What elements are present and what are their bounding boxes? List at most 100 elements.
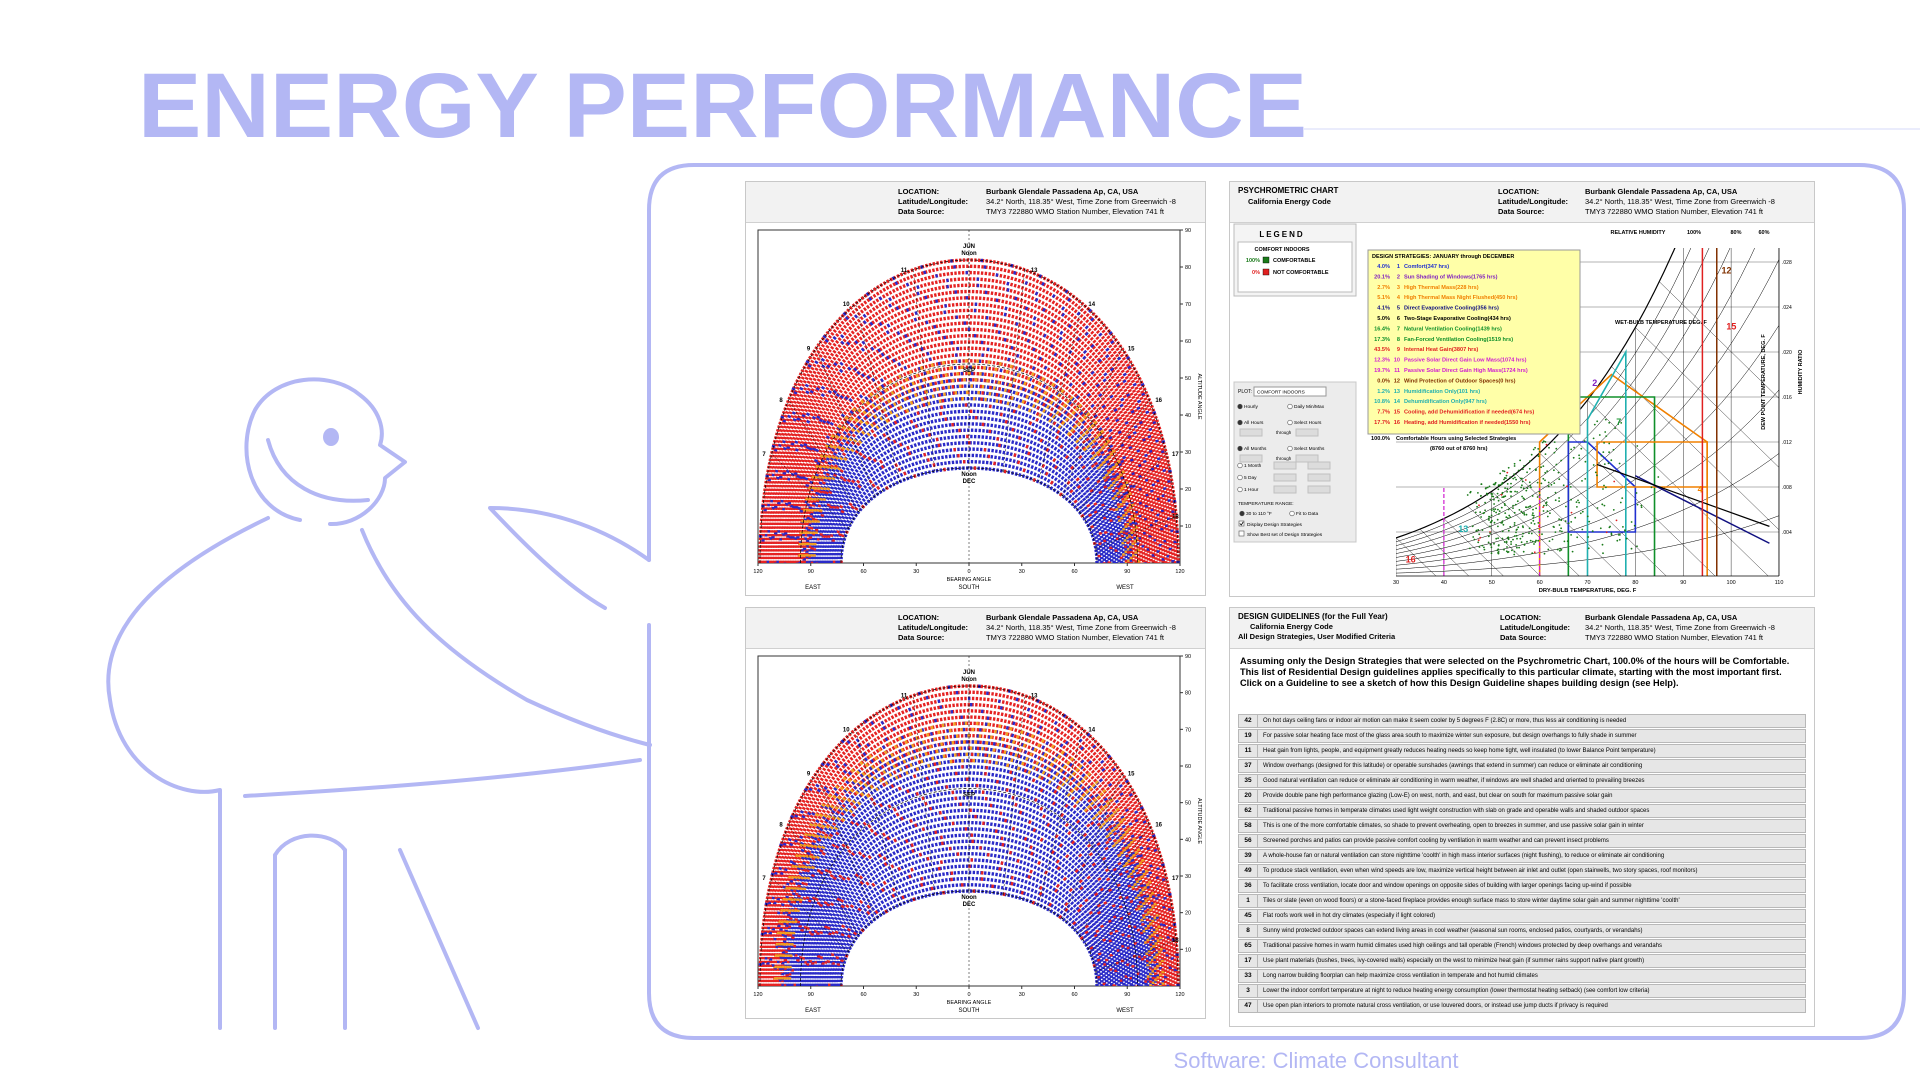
radio-button[interactable] (1239, 510, 1245, 517)
x-tick-label: 30 (1393, 580, 1399, 586)
guideline-row[interactable]: 45 Flat roofs work well in hot dry climat… (1238, 909, 1806, 923)
plot-dropdown[interactable] (1253, 386, 1327, 397)
hour-dot (1510, 543, 1512, 545)
radio-button[interactable] (1237, 462, 1243, 469)
hour-dot (1520, 541, 1523, 544)
hour-dot (1543, 504, 1545, 507)
hour-label: 11 (901, 268, 908, 274)
guideline-row[interactable]: 49 To produce stack ventilation, even whe… (1238, 864, 1806, 878)
hour-dot (1507, 466, 1510, 469)
psychrometric-chart: LEGEND COMFORT INDOORS 100% COMFORTABLE 0% NO… (1233, 223, 1810, 594)
wet-bulb-line (1443, 518, 1504, 576)
hour-dot (1526, 471, 1528, 474)
x-tick-label: 120 (753, 569, 762, 575)
sun-chart-panel: LOCATION: Burbank Glendale Passadena Ap, … (745, 181, 1206, 596)
guideline-row[interactable]: 42 On hot days ceiling fans or indoor air… (1238, 714, 1806, 728)
intro-line: This list of Residential Design guidelin… (1240, 667, 1782, 677)
hour-dot (1545, 501, 1548, 504)
hour-dot (1501, 537, 1504, 540)
hour-dot (1506, 487, 1509, 490)
hour-dot (1508, 514, 1511, 517)
hour-dot (1578, 454, 1580, 457)
guideline-row[interactable]: 65 Traditional passive homes in warm humi… (1238, 939, 1806, 953)
guideline-row[interactable]: 36 To facilitate cross ventilation, locat… (1238, 879, 1806, 893)
hour-line (855, 303, 900, 482)
location-label: Latitude/Longitude: (1500, 623, 1570, 632)
guideline-row[interactable]: 17 Use plant materials (bushes, trees, iv… (1238, 954, 1806, 968)
sun-path (760, 264, 1178, 563)
radio-button[interactable] (1287, 403, 1293, 410)
radio-button[interactable] (1237, 419, 1243, 426)
guideline-row[interactable]: 56 Screened porches and patios can provid… (1238, 834, 1806, 848)
guideline-row[interactable]: 3 Lower the indoor comfort temperature at… (1238, 984, 1806, 998)
sun-path (817, 409, 1121, 563)
zone-label: 7 (1616, 417, 1621, 427)
guideline-row[interactable]: 19 For passive solar heating face most of… (1238, 729, 1806, 743)
guideline-row[interactable]: 1 Tiles or slate (even on wood floors) or… (1238, 894, 1806, 908)
guideline-row[interactable]: 39 A whole-house fan or natural ventilati… (1238, 849, 1806, 863)
hour-dot (1553, 469, 1555, 472)
hour-dot (1532, 519, 1535, 522)
sun-path (768, 283, 1170, 563)
checkbox[interactable] (1238, 530, 1245, 537)
hour-dot (1522, 512, 1524, 514)
radio-button[interactable] (1237, 445, 1243, 452)
month-label: DEC (963, 902, 976, 908)
radio-button[interactable] (1237, 403, 1243, 410)
dew-point-label: DEW POINT TEMPERATURE, DEG. F (1761, 334, 1767, 430)
x-tick-label: 90 (1124, 569, 1130, 575)
radio-button[interactable] (1237, 474, 1243, 481)
guideline-row[interactable]: 62 Traditional passive homes in temperate… (1238, 804, 1806, 818)
hour-dot (1533, 523, 1536, 525)
guideline-text: For passive solar heating face most of t… (1263, 733, 1637, 739)
hour-dot (1469, 490, 1472, 493)
guideline-row[interactable]: 33 Long narrow building floorplan can hel… (1238, 969, 1806, 983)
hour-dot (1554, 499, 1557, 502)
strategy-num: 8 (1397, 337, 1400, 343)
strategy-text: Heating, add Humidification if needed(15… (1404, 420, 1531, 426)
panel-header: LOCATION: Burbank Glendale Passadena Ap, … (1230, 182, 1814, 223)
hour-dot (1492, 508, 1495, 510)
sun-path (836, 459, 1102, 563)
hour-dot (1477, 539, 1480, 542)
hour-dot (1530, 453, 1533, 456)
guideline-row[interactable]: 37 Window overhangs (designed for this la… (1238, 759, 1806, 773)
guideline-row[interactable]: 47 Use open plan interiors to promote nat… (1238, 999, 1806, 1013)
radio-button[interactable] (1287, 445, 1293, 452)
strategy-pct: 10.8% (1374, 399, 1390, 405)
radio-button[interactable] (1237, 486, 1243, 493)
strategy-text: Internal Heat Gain(3807 hrs) (1404, 347, 1478, 353)
guideline-row[interactable]: 8 Sunny wind protected outdoor spaces can… (1238, 924, 1806, 938)
y-axis-label: HUMIDITY RATIO (1798, 349, 1804, 394)
hour-dot (1475, 530, 1478, 532)
sun-path (773, 721, 1165, 986)
sun-path-mix (795, 353, 1143, 563)
checkbox[interactable] (1238, 520, 1245, 527)
hour-dot (1581, 528, 1584, 531)
hour-dot (1495, 537, 1498, 540)
disabled-input (1295, 454, 1319, 463)
strategy-text: Humidification Only(101 hrs) (1404, 389, 1480, 395)
sun-paths (758, 656, 1180, 986)
hour-dot (1527, 506, 1530, 508)
radio-button[interactable] (1287, 419, 1293, 426)
location-name: Burbank Glendale Passadena Ap, CA, USA (986, 613, 1139, 622)
sun-path (817, 833, 1121, 986)
hour-dot (1534, 446, 1536, 449)
hour-dot (1493, 503, 1495, 505)
hour-dot (1567, 522, 1570, 525)
guideline-row[interactable]: 11 Heat gain from lights, people, and equ… (1238, 744, 1806, 758)
hour-dot (1537, 448, 1540, 450)
radio-button[interactable] (1289, 510, 1295, 517)
hour-label: 15 (1128, 346, 1135, 352)
radio-label: Select Hours (1294, 420, 1322, 426)
hour-dot (1541, 441, 1544, 444)
hour-dot (1490, 520, 1493, 523)
guideline-row[interactable]: 20 Provide double pane high performance g… (1238, 789, 1806, 803)
strategy-zone (1567, 441, 1637, 533)
guideline-row[interactable]: 35 Good natural ventilation can reduce or… (1238, 774, 1806, 788)
disabled-input (1273, 473, 1297, 482)
radio-label: All Hours (1244, 420, 1264, 426)
guideline-row[interactable]: 58 This is one of the more comfortable cl… (1238, 819, 1806, 833)
sun-path-mix (814, 403, 1124, 563)
